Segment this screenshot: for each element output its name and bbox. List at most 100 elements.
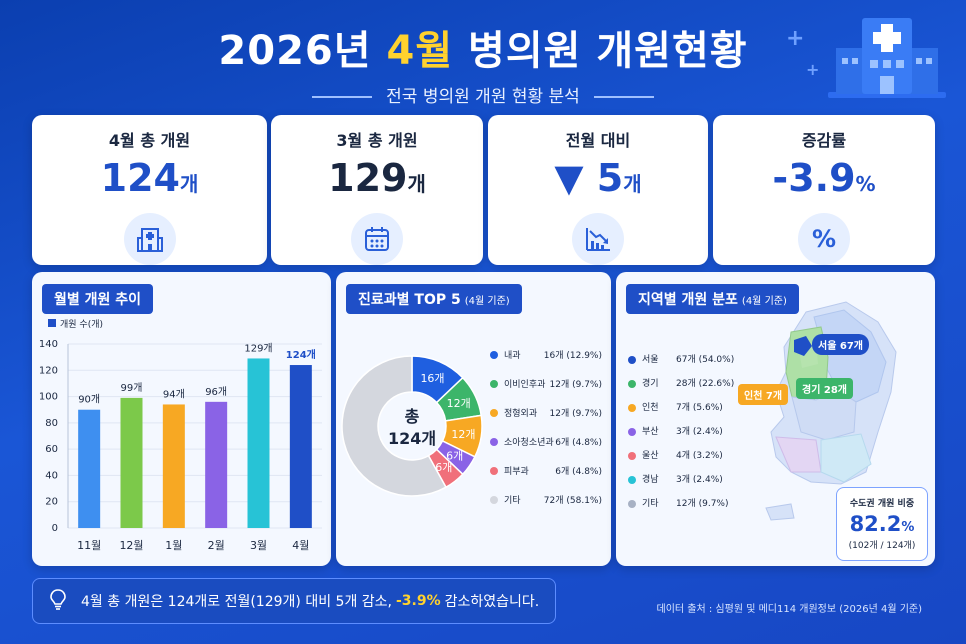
panel-title-note: (4월 기준)	[464, 296, 510, 307]
kpi-unit: 개	[179, 172, 199, 196]
legend-value: 12개 (9.7%)	[550, 408, 602, 419]
legend-label: 소아청소년과	[504, 437, 554, 448]
legend-swatch	[48, 319, 56, 327]
region-value: 3개 (2.4%)	[676, 427, 723, 437]
capital-ratio-value: 82.2%	[837, 512, 927, 536]
panel-title-text: 진료과별 TOP 5	[358, 292, 461, 308]
y-tick-label: 120	[39, 365, 58, 376]
lightbulb-icon	[49, 588, 67, 614]
region-panel: 지역별 개원 분포 (4월 기준) 서울 67개 경기 28개 인천 7개 서울 6…	[616, 272, 935, 566]
bar	[78, 409, 101, 528]
legend-dot	[490, 496, 498, 504]
capital-ratio-number: 82.2	[849, 512, 902, 536]
bar	[289, 365, 312, 528]
capital-ratio-unit: %	[901, 520, 915, 535]
subtitle-line-right	[593, 96, 654, 98]
legend-dot	[628, 355, 636, 364]
kpi-card-april-total: 4월 총 개원 124개	[32, 115, 267, 265]
capital-ratio-box: 수도권 개원 비중 82.2% (102개 / 124개)	[836, 487, 928, 561]
monthly-bar-chart: 개원 수(개) 0 20 40 60 80 100 120 140 90개 11월 99개 12월 94개…	[39, 319, 322, 552]
panel-title-note: (4월 기준)	[741, 296, 787, 307]
plus-icon: +	[786, 26, 805, 51]
legend-dot	[490, 438, 498, 446]
slice-label: 16개	[420, 372, 444, 385]
legend-dot	[490, 351, 498, 359]
hospital-building-icon	[828, 18, 946, 98]
kpi-number: 124	[100, 156, 180, 200]
kpi-number: ▼ 5	[554, 156, 624, 200]
subtitle-text: 전국 병의원 개원 현황 분석	[386, 87, 580, 107]
panel-title: 진료과별 TOP 5 (4월 기준)	[346, 284, 522, 314]
x-tick-label: 11월	[77, 539, 101, 552]
summary-text: 4월 총 개원은 124개로 전월(129개) 대비 5개 감소,	[81, 594, 392, 610]
x-tick-label: 1월	[165, 539, 182, 552]
kpi-value: ▼ 5개	[488, 155, 708, 207]
kpi-card-monthly-change: 전월 대비 ▼ 5개	[488, 115, 708, 265]
map-label-gyeonggi: 경기 28개	[796, 378, 853, 399]
title-highlight: 4월	[386, 28, 454, 74]
bar-data-label: 90개	[78, 394, 100, 406]
summary-bar: 4월 총 개원은 124개로 전월(129개) 대비 5개 감소, -3.9% …	[32, 578, 556, 624]
region-name: 울산	[642, 451, 659, 461]
region-name: 경남	[642, 475, 659, 485]
title-prefix: 2026년	[218, 28, 387, 74]
legend-value: 6개 (4.8%)	[555, 437, 602, 448]
kpi-label: 3월 총 개원	[336, 131, 418, 150]
legend-label: 개원 수(개)	[60, 319, 103, 330]
legend-dot	[490, 467, 498, 475]
legend-label: 기타	[504, 495, 521, 506]
kpi-unit: %	[855, 172, 876, 196]
kpi-number: -3.9	[772, 156, 856, 200]
bar-data-label: 129개	[244, 342, 272, 354]
y-tick-label: 80	[45, 418, 58, 429]
region-legend-row: 기타 12개 (9.7%)	[628, 496, 728, 509]
kpi-value: -3.9%	[713, 155, 935, 207]
capital-ratio-title: 수도권 개원 비중	[849, 499, 915, 509]
legend-value: 12개 (9.7%)	[550, 379, 602, 390]
legend-dot	[628, 379, 636, 388]
legend-dot	[628, 499, 636, 508]
region-name: 경기	[642, 379, 659, 389]
subtitle-line-left	[312, 96, 373, 98]
kpi-card-growth-rate: 증감률 -3.9% %	[713, 115, 935, 265]
region-name: 서울	[642, 355, 659, 365]
legend-dot	[490, 380, 498, 388]
legend-dot	[628, 427, 636, 436]
donut-slice	[341, 355, 447, 497]
slice-label: 6개	[446, 450, 463, 463]
legend-value: 16개 (12.9%)	[544, 350, 602, 361]
donut-center-value: 124개	[388, 429, 436, 448]
region-legend-row: 경기 28개 (22.6%)	[628, 376, 734, 389]
y-tick-label: 0	[52, 523, 58, 534]
kpi-label: 4월 총 개원	[108, 131, 191, 150]
x-tick-label: 4월	[292, 539, 309, 552]
slice-label: 12개	[447, 397, 471, 410]
x-tick-label: 12월	[119, 539, 143, 552]
y-tick-label: 100	[39, 392, 58, 403]
kpi-card-march-total: 3월 총 개원 129개	[271, 115, 483, 265]
region-value: 3개 (2.4%)	[676, 475, 723, 485]
panel-title: 지역별 개원 분포 (4월 기준)	[626, 284, 799, 314]
region-legend-row: 서울 67개 (54.0%)	[628, 352, 734, 365]
x-tick-label: 2월	[208, 539, 225, 552]
donut-center-label: 총	[405, 407, 420, 426]
department-chart-panel: 진료과별 TOP 5 (4월 기준) 16개 12개 12개 6개 6개 총 124개 내과 16…	[336, 272, 611, 566]
bar-data-label: 96개	[205, 386, 227, 398]
kpi-number: 129	[328, 156, 408, 200]
percent-icon: %	[798, 213, 850, 265]
subtitle: 전국 병의원 개원 현황 분석	[0, 82, 966, 107]
legend-label: 피부과	[504, 466, 529, 477]
legend-dot	[628, 451, 636, 460]
legend-label: 정형외과	[504, 407, 537, 419]
plus-icon: +	[806, 60, 820, 79]
bar	[120, 397, 143, 528]
kpi-value: 124개	[32, 155, 267, 207]
region-legend-row: 경남 3개 (2.4%)	[628, 472, 723, 485]
slice-label: 12개	[451, 428, 475, 441]
data-source: 데이터 출처 : 심평원 및 메디114 개원정보 (2026년 4월 기준)	[656, 604, 922, 615]
legend-dot	[628, 475, 636, 484]
legend-label: 내과	[504, 350, 521, 361]
region-value: 28개 (22.6%)	[676, 379, 735, 389]
x-tick-label: 3월	[250, 539, 267, 552]
map-label-incheon: 인천 7개	[738, 384, 789, 405]
